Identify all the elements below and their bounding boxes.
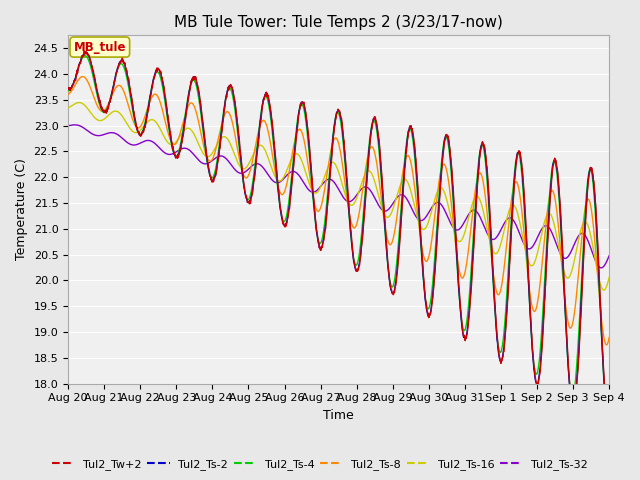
- X-axis label: Time: Time: [323, 409, 354, 422]
- Y-axis label: Temperature (C): Temperature (C): [15, 158, 28, 260]
- Text: MB_tule: MB_tule: [74, 40, 126, 54]
- Title: MB Tule Tower: Tule Temps 2 (3/23/17-now): MB Tule Tower: Tule Temps 2 (3/23/17-now…: [174, 15, 503, 30]
- Legend: Tul2_Tw+2, Tul2_Ts-2, Tul2_Ts-4, Tul2_Ts-8, Tul2_Ts-16, Tul2_Ts-32: Tul2_Tw+2, Tul2_Ts-2, Tul2_Ts-4, Tul2_Ts…: [48, 455, 592, 474]
